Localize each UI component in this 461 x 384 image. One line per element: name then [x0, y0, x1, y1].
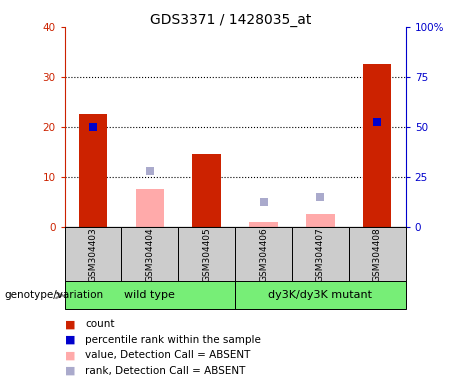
Text: GSM304404: GSM304404	[145, 227, 154, 282]
Text: count: count	[85, 319, 115, 329]
Bar	[136, 189, 164, 227]
Bar	[193, 154, 221, 227]
Text: rank, Detection Call = ABSENT: rank, Detection Call = ABSENT	[85, 366, 246, 376]
Text: wild type: wild type	[124, 290, 175, 300]
Point	[89, 124, 97, 130]
Text: GSM304406: GSM304406	[259, 227, 268, 282]
Point	[146, 167, 154, 174]
Text: ■: ■	[65, 366, 75, 376]
Bar	[349, 227, 406, 282]
Bar	[235, 281, 406, 309]
Text: dy3K/dy3K mutant: dy3K/dy3K mutant	[268, 290, 372, 300]
Bar	[249, 222, 278, 227]
Point	[260, 199, 267, 205]
Text: GSM304408: GSM304408	[373, 227, 382, 282]
Bar	[178, 227, 235, 282]
Bar	[235, 227, 292, 282]
Text: value, Detection Call = ABSENT: value, Detection Call = ABSENT	[85, 350, 251, 360]
Text: GSM304407: GSM304407	[316, 227, 325, 282]
Text: GSM304403: GSM304403	[89, 227, 97, 282]
Bar	[121, 227, 178, 282]
Bar	[292, 227, 349, 282]
Point	[373, 119, 381, 125]
Bar	[363, 64, 391, 227]
Bar	[306, 214, 335, 227]
Text: ■: ■	[65, 335, 75, 345]
Bar	[65, 227, 121, 282]
Bar	[79, 114, 107, 227]
Text: GSM304405: GSM304405	[202, 227, 211, 282]
Point	[317, 194, 324, 200]
Bar	[65, 281, 235, 309]
Text: genotype/variation: genotype/variation	[5, 290, 104, 300]
Text: ■: ■	[65, 319, 75, 329]
Text: percentile rank within the sample: percentile rank within the sample	[85, 335, 261, 345]
Text: ■: ■	[65, 350, 75, 360]
Text: GDS3371 / 1428035_at: GDS3371 / 1428035_at	[150, 13, 311, 27]
